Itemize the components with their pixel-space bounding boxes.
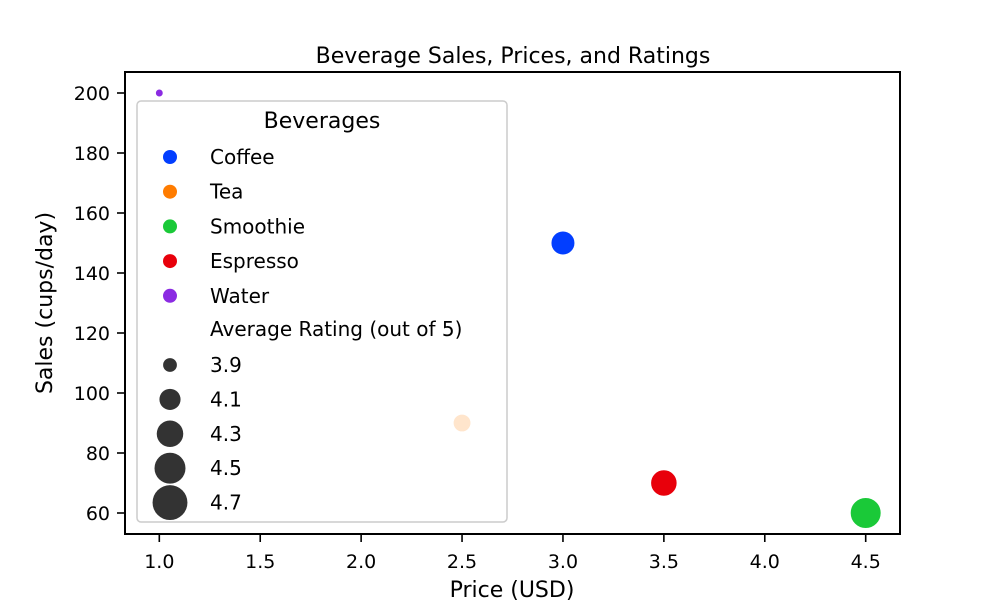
legend-size-marker — [152, 485, 188, 521]
legend-marker-tea — [163, 184, 177, 199]
x-tick-label: 2.5 — [447, 551, 477, 573]
legend-label-tea: Tea — [209, 180, 243, 204]
legend-size-marker — [156, 420, 184, 448]
legend-size-entries: 3.9 4.1 4.3 4.5 4.7 — [152, 353, 242, 521]
x-tick-label: 3.5 — [649, 551, 679, 573]
y-axis-ticks: 60 80 100 120 140 160 180 200 — [74, 83, 125, 525]
data-point-espresso — [650, 469, 678, 497]
x-tick-label: 1.5 — [245, 551, 275, 573]
legend-label-smoothie: Smoothie — [210, 214, 305, 238]
legend: Beverages Coffee Tea Smoothie Espresso Water… — [136, 100, 508, 523]
y-axis-label: Sales (cups/day) — [33, 212, 58, 394]
legend-marker-smoothie — [163, 219, 177, 234]
y-tick-label: 100 — [74, 383, 110, 405]
x-tick-label: 3.0 — [548, 551, 578, 573]
y-tick-label: 120 — [74, 323, 110, 345]
legend-marker-coffee — [163, 150, 177, 164]
legend-marker-espresso — [163, 254, 177, 269]
x-tick-label: 4.5 — [851, 551, 881, 573]
x-tick-label: 1.0 — [144, 551, 174, 573]
legend-size-marker — [154, 452, 186, 484]
legend-size-marker — [159, 388, 181, 410]
x-axis-ticks: 1.0 1.5 2.0 2.5 3.0 3.5 4.0 4.5 — [144, 534, 881, 573]
chart-title: Beverage Sales, Prices, and Ratings — [316, 44, 711, 69]
x-tick-label: 4.0 — [750, 551, 780, 573]
y-tick-label: 180 — [74, 143, 110, 165]
y-tick-label: 140 — [74, 263, 110, 285]
legend-size-label: 3.9 — [210, 353, 242, 377]
legend-label-espresso: Espresso — [210, 249, 299, 273]
legend-size-marker — [163, 358, 177, 372]
y-tick-label: 200 — [74, 83, 110, 105]
y-tick-label: 80 — [86, 443, 110, 465]
x-tick-label: 2.0 — [346, 551, 376, 573]
legend-size-label: 4.7 — [210, 491, 242, 515]
y-tick-label: 60 — [86, 503, 110, 525]
legend-size-label: 4.5 — [210, 456, 242, 480]
legend-series-entries: Coffee Tea Smoothie Espresso Water — [163, 145, 305, 308]
data-point-smoothie — [849, 497, 882, 529]
legend-title: Beverages — [264, 109, 381, 134]
data-point-coffee — [550, 230, 576, 256]
plot-area-frame — [124, 71, 901, 535]
legend-size-label: 4.3 — [210, 422, 242, 446]
legend-box — [136, 100, 508, 523]
data-point-water — [154, 88, 164, 98]
legend-label-water: Water — [210, 284, 270, 308]
y-tick-label: 160 — [74, 203, 110, 225]
legend-marker-water — [163, 288, 177, 303]
legend-label-coffee: Coffee — [210, 145, 275, 169]
legend-size-label: 4.1 — [210, 387, 242, 411]
legend-size-title: Average Rating (out of 5) — [210, 317, 462, 341]
x-axis-label: Price (USD) — [450, 578, 575, 600]
